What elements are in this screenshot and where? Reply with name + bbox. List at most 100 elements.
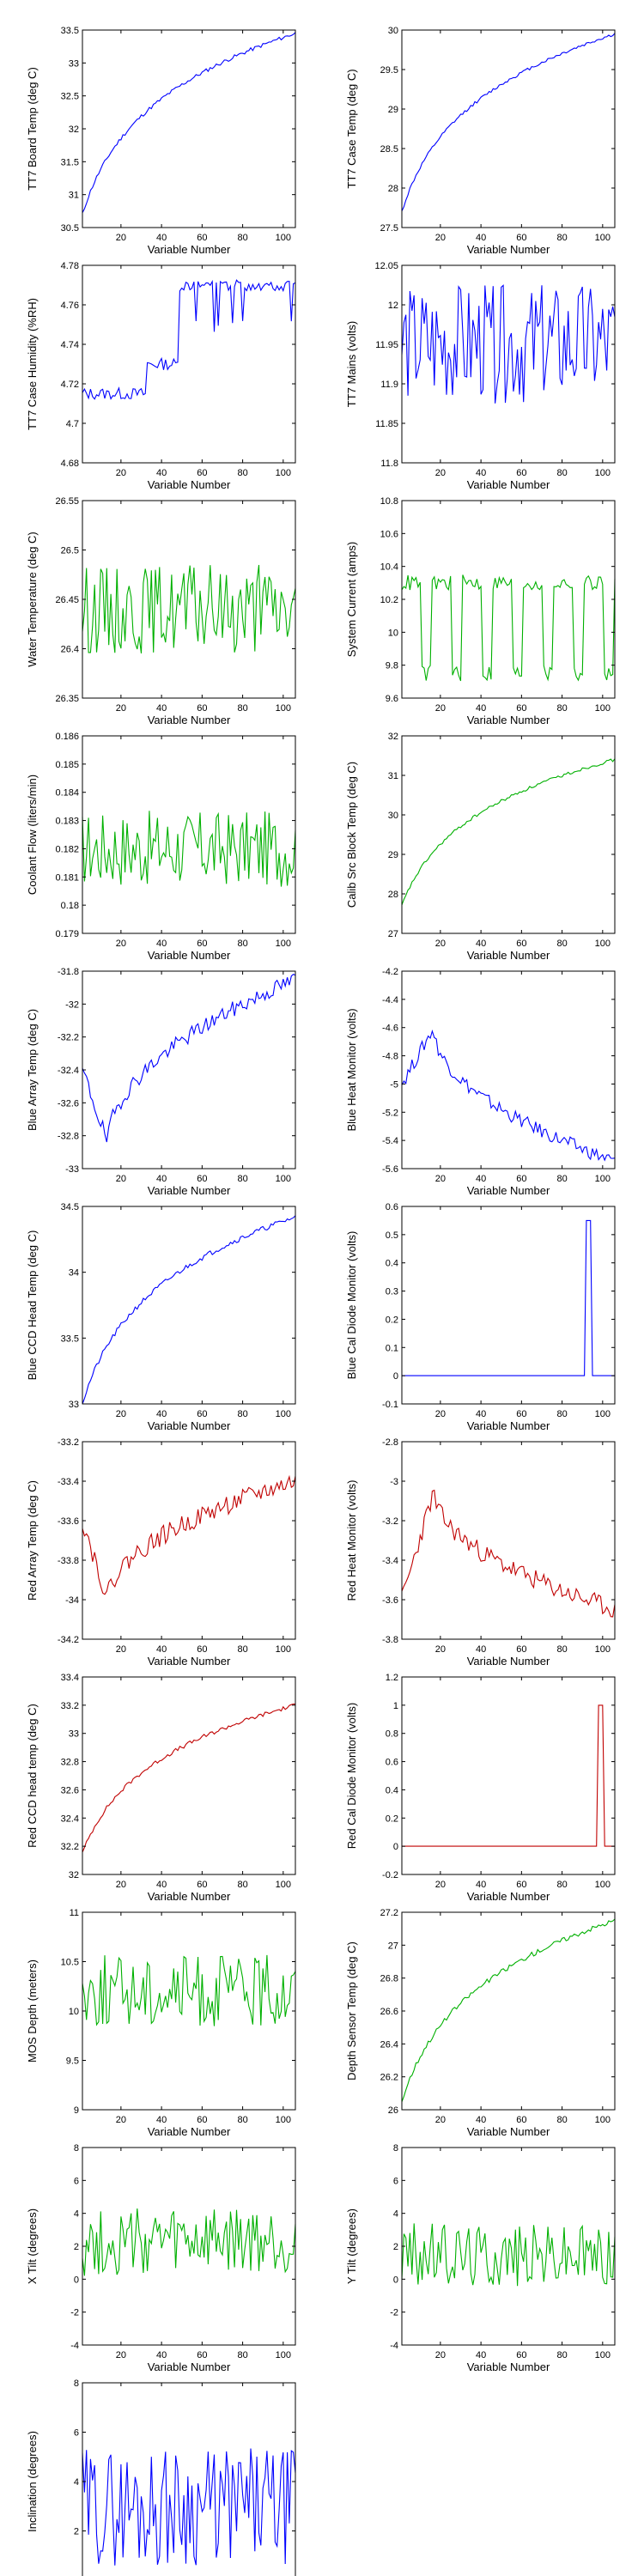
x-tick-label: 100: [276, 233, 291, 243]
x-tick-label: 80: [237, 2350, 247, 2360]
x-tick-label: 80: [556, 468, 567, 478]
y-tick-label: 0.181: [55, 872, 79, 883]
y-axis-label: Blue CCD Head Temp (deg C): [26, 1230, 39, 1381]
series-line: [402, 1219, 615, 1376]
x-tick-label: 100: [595, 939, 611, 949]
y-tick-label: 0.18: [61, 901, 79, 911]
x-tick-label: 60: [197, 2115, 207, 2125]
x-tick-label: 40: [156, 703, 167, 714]
axes-box: [401, 1676, 616, 1875]
y-tick-label: 2: [393, 2242, 398, 2252]
x-tick-label: 100: [276, 1174, 291, 1184]
series-line: [401, 33, 616, 211]
y-tick-label: -2.8: [382, 1437, 398, 1448]
y-tick-label: 4.78: [61, 261, 79, 271]
x-tick-label: 60: [516, 1409, 526, 1419]
axes-box: [82, 970, 296, 1170]
x-tick-label: 60: [197, 939, 207, 949]
y-tick-label: 4.74: [61, 340, 79, 350]
chart-panel-12: -0.1 0 0.1 0.2 0.3 0.4 0.5 0.6 20 40 60 80 100 Variab…: [345, 1202, 616, 1432]
y-axis-label: TT7 Mains (volts): [345, 321, 358, 407]
y-tick-label: -5.2: [382, 1108, 398, 1118]
axes-box: [82, 735, 296, 934]
x-tick-label: 80: [556, 2350, 567, 2360]
y-tick-label: 2: [74, 2527, 79, 2537]
series-line: [82, 32, 296, 214]
y-tick-label: -5.4: [382, 1136, 398, 1146]
x-tick-label: 40: [156, 233, 167, 243]
x-tick-label: 40: [156, 2350, 167, 2360]
x-tick-label: 20: [435, 468, 446, 478]
x-tick-label: 80: [237, 468, 247, 478]
y-tick-label: 27.2: [380, 1908, 398, 1918]
y-tick-label: 4.76: [61, 301, 79, 311]
chart-panel-11: 33 33.5 34 34.5 20 40 60 80 100 Variable Number Bl…: [26, 1202, 296, 1432]
chart-panel-17: 9 9.5 10 10.5 11 20 40 60 80 100 Variable Number MO…: [26, 1908, 296, 2138]
y-tick-label: 9.8: [386, 661, 398, 671]
series-line: [401, 2223, 616, 2287]
x-tick-label: 100: [595, 1644, 611, 1655]
x-axis-label: Variable Number: [467, 714, 550, 726]
y-tick-label: 0: [393, 1371, 398, 1382]
y-tick-label: 11.9: [380, 380, 398, 390]
y-axis-label: TT7 Case Temp (deg C): [345, 69, 358, 188]
x-tick-label: 20: [116, 703, 126, 714]
x-tick-label: 20: [116, 1644, 126, 1655]
x-tick-label: 80: [556, 939, 567, 949]
x-tick-label: 60: [197, 1409, 207, 1419]
y-tick-label: -32.8: [58, 1132, 79, 1142]
chart-panel-15: 32 32.2 32.4 32.6 32.8 33 33.2 33.4 20 40 60 80 100 V…: [26, 1673, 296, 1903]
y-tick-label: 29.5: [380, 65, 398, 76]
y-tick-label: -34.2: [58, 1635, 79, 1645]
y-tick-label: -33.4: [58, 1477, 79, 1487]
x-axis-label: Variable Number: [467, 2125, 550, 2138]
y-tick-label: 28.5: [380, 144, 398, 155]
y-tick-label: 26: [388, 2105, 398, 2116]
y-tick-label: 27: [388, 1941, 398, 1951]
y-tick-label: -2: [390, 2308, 398, 2318]
x-axis-label: Variable Number: [148, 1655, 231, 1668]
x-tick-label: 60: [197, 1174, 207, 1184]
y-tick-label: 33.5: [61, 1334, 79, 1344]
y-tick-label: 33.5: [61, 26, 79, 36]
x-tick-label: 80: [237, 939, 247, 949]
x-tick-label: 80: [556, 233, 567, 243]
y-tick-label: -4: [390, 2341, 398, 2351]
x-tick-label: 80: [556, 1409, 567, 1419]
y-tick-label: -32.6: [58, 1098, 79, 1109]
y-tick-label: 9: [74, 2105, 79, 2116]
series-line: [402, 1704, 615, 1847]
axes-box: [401, 29, 616, 228]
x-tick-label: 80: [237, 2115, 247, 2125]
x-tick-label: 80: [237, 1409, 247, 1419]
y-axis-label: Coolant Flow (liters/min): [26, 775, 39, 895]
x-tick-label: 40: [476, 1644, 486, 1655]
series-line: [401, 1029, 616, 1162]
y-tick-label: 26.6: [380, 2007, 398, 2017]
y-tick-label: -33.6: [58, 1516, 79, 1527]
x-tick-label: 100: [595, 2115, 611, 2125]
y-axis-label: TT7 Case Humidity (%RH): [26, 298, 39, 430]
x-tick-label: 40: [476, 2350, 486, 2360]
axes-box: [82, 29, 296, 228]
axes-box: [401, 1441, 616, 1640]
y-tick-label: 32.5: [61, 92, 79, 102]
series-line: [82, 1703, 296, 1853]
x-tick-label: 40: [476, 468, 486, 478]
y-tick-label: -4: [70, 2341, 79, 2351]
y-tick-label: 26.2: [380, 2073, 398, 2083]
y-tick-label: 32: [69, 1870, 79, 1880]
y-tick-label: 0: [393, 2275, 398, 2285]
y-tick-label: 0.2: [386, 1814, 398, 1824]
series-line: [401, 1489, 616, 1618]
y-tick-label: 27: [388, 929, 398, 939]
y-tick-label: 0.4: [386, 1259, 398, 1269]
chart-panel-2: 27.5 28 28.5 29 29.5 30 20 40 60 80 100 Variable Nu…: [345, 26, 616, 256]
x-tick-label: 80: [237, 1644, 247, 1655]
y-tick-label: 0: [393, 1842, 398, 1852]
x-tick-label: 40: [156, 2115, 167, 2125]
x-tick-label: 40: [156, 1880, 167, 1890]
chart-panel-9: -33 -32.8 -32.6 -32.4 -32.2 -32 -31.8 20 40 60 80 1…: [26, 967, 296, 1197]
x-tick-label: 100: [276, 2350, 291, 2360]
y-tick-label: 0.3: [386, 1287, 398, 1297]
